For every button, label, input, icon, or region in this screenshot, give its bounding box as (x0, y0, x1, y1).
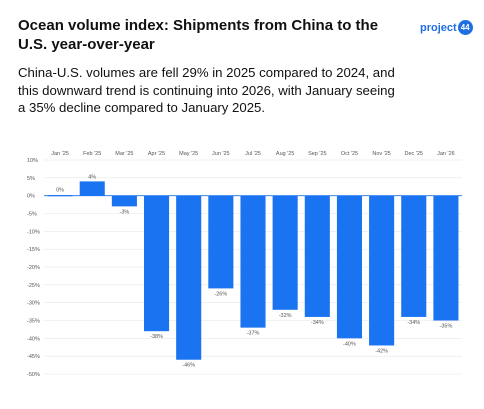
category-label: Sep '25 (308, 151, 326, 157)
y-tick-label: -5% (27, 212, 37, 218)
category-label: Apr '25 (148, 151, 165, 157)
y-tick-label: -15% (27, 247, 40, 253)
bar (208, 195, 234, 289)
bar (79, 181, 105, 196)
data-label: -26% (214, 291, 227, 297)
data-label: 0% (56, 188, 64, 194)
data-label: -40% (343, 341, 356, 347)
data-label: -35% (440, 324, 453, 330)
data-label: -32% (279, 313, 292, 319)
y-tick-label: 10% (27, 158, 38, 164)
category-label: Oct '25 (341, 151, 358, 157)
project44-logo: project 44 (420, 20, 473, 35)
logo-badge: 44 (457, 20, 473, 35)
bar (240, 195, 266, 328)
y-tick-label: -10% (27, 229, 40, 235)
y-tick-label: -25% (27, 283, 40, 289)
data-label: -37% (247, 331, 260, 337)
data-label: -34% (407, 320, 420, 326)
y-tick-label: -40% (27, 336, 40, 342)
y-tick-label: -35% (27, 319, 40, 325)
bar (433, 195, 459, 321)
category-label: Jun '25 (212, 151, 230, 157)
labels-layer: 10% 5% 0% -5% -10% -15% -20% -25% -30% -35% -40% -4… (27, 151, 455, 378)
y-tick-label: -45% (27, 354, 40, 360)
data-label: -46% (182, 363, 195, 369)
category-label: May '25 (179, 151, 198, 157)
bars-layer (47, 181, 459, 360)
category-label: Jul '25 (245, 151, 261, 157)
bar (369, 195, 395, 346)
data-label: -34% (311, 320, 324, 326)
category-label: Jan '26 (437, 151, 455, 157)
data-label: 4% (88, 174, 96, 180)
category-label: Jan '25 (51, 151, 69, 157)
chart-title: Ocean volume index: Shipments from China… (18, 17, 379, 53)
y-tick-label: -30% (27, 301, 40, 307)
bar (401, 195, 427, 317)
y-tick-label: 5% (27, 176, 35, 182)
data-label: -38% (150, 334, 163, 340)
category-label: Dec '25 (405, 151, 423, 157)
y-tick-label: -20% (27, 265, 40, 271)
bar (111, 195, 137, 207)
bar (272, 195, 298, 310)
y-tick-label: -50% (27, 372, 40, 378)
data-label: -42% (375, 348, 388, 354)
logo-text: project (420, 21, 457, 34)
category-label: Nov '25 (372, 151, 390, 157)
y-tick-label: 0% (27, 194, 35, 200)
category-label: Mar '25 (115, 151, 133, 157)
bar (304, 195, 330, 317)
bar (176, 195, 202, 360)
bar (143, 195, 170, 332)
bar (336, 195, 363, 339)
category-label: Feb '25 (83, 151, 101, 157)
category-label: Aug '25 (276, 151, 294, 157)
bar (47, 195, 73, 197)
data-label: -3% (119, 209, 129, 215)
chart-subtitle: China-U.S. volumes are fell 29% in 2025 … (18, 65, 395, 115)
